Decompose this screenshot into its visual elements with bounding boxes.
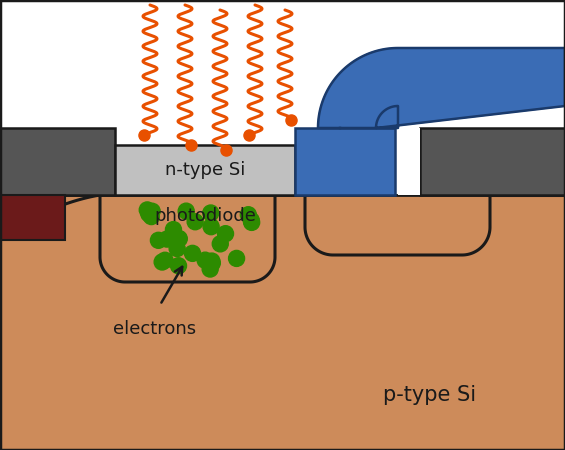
- Circle shape: [204, 253, 220, 269]
- Circle shape: [178, 203, 194, 219]
- Circle shape: [166, 221, 181, 238]
- Circle shape: [171, 231, 187, 247]
- Circle shape: [187, 214, 203, 230]
- Circle shape: [197, 252, 213, 268]
- Text: electrons: electrons: [114, 320, 197, 338]
- Bar: [0, 195, 65, 240]
- Circle shape: [169, 241, 185, 256]
- Circle shape: [141, 206, 157, 222]
- Circle shape: [159, 231, 175, 247]
- Circle shape: [144, 203, 160, 219]
- Circle shape: [144, 208, 159, 225]
- Circle shape: [205, 255, 220, 271]
- Bar: [0, 195, 565, 450]
- Bar: [420, 128, 565, 195]
- Circle shape: [171, 258, 186, 274]
- Circle shape: [150, 232, 167, 248]
- Bar: [0, 128, 115, 195]
- Circle shape: [202, 261, 218, 277]
- Circle shape: [203, 219, 219, 235]
- Bar: [398, 128, 420, 195]
- Circle shape: [244, 214, 260, 230]
- Circle shape: [229, 250, 245, 266]
- Bar: [115, 145, 295, 195]
- Circle shape: [203, 205, 219, 221]
- Polygon shape: [318, 48, 565, 128]
- Circle shape: [243, 212, 259, 228]
- Circle shape: [218, 226, 233, 242]
- Circle shape: [171, 230, 186, 247]
- Circle shape: [185, 245, 201, 261]
- Circle shape: [154, 254, 170, 270]
- Circle shape: [212, 236, 228, 252]
- Circle shape: [139, 202, 155, 218]
- Text: n-type Si: n-type Si: [165, 161, 245, 179]
- Text: p-type Si: p-type Si: [384, 385, 476, 405]
- Circle shape: [157, 252, 173, 268]
- Bar: [295, 128, 395, 195]
- Circle shape: [240, 207, 257, 223]
- Text: photodiode: photodiode: [154, 207, 256, 225]
